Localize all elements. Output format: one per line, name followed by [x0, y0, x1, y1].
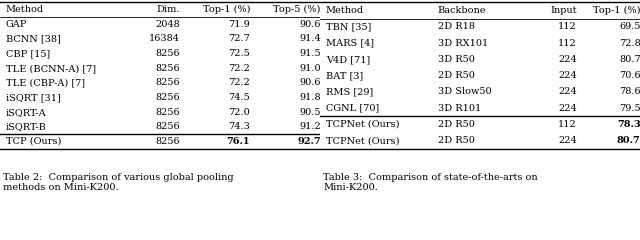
- Text: 8256: 8256: [156, 137, 180, 146]
- Text: Top-1 (%): Top-1 (%): [593, 6, 640, 15]
- Text: 72.2: 72.2: [228, 64, 250, 73]
- Text: TLE (CBP-A) [7]: TLE (CBP-A) [7]: [6, 78, 85, 87]
- Text: 8256: 8256: [156, 108, 180, 117]
- Text: iSQRT-B: iSQRT-B: [6, 122, 47, 131]
- Text: 3D RX101: 3D RX101: [438, 39, 488, 48]
- Text: 80.7: 80.7: [619, 55, 640, 64]
- Text: Backbone: Backbone: [438, 6, 486, 15]
- Text: Table 2:  Comparison of various global pooling
methods on Mini-K200.: Table 2: Comparison of various global po…: [3, 173, 234, 192]
- Text: TCPNet (Ours): TCPNet (Ours): [326, 136, 399, 145]
- Text: 224: 224: [558, 55, 577, 64]
- Text: iSQRT [31]: iSQRT [31]: [6, 93, 61, 102]
- Text: Dim.: Dim.: [156, 5, 180, 14]
- Text: 112: 112: [558, 39, 577, 48]
- Text: 90.6: 90.6: [299, 20, 321, 29]
- Text: 90.6: 90.6: [299, 78, 321, 87]
- Text: Table 3:  Comparison of state-of-the-arts on
Mini-K200.: Table 3: Comparison of state-of-the-arts…: [323, 173, 538, 192]
- Text: 3D Slow50: 3D Slow50: [438, 87, 492, 96]
- Text: BAT [3]: BAT [3]: [326, 71, 363, 80]
- Text: 72.7: 72.7: [228, 35, 250, 43]
- Text: 72.5: 72.5: [228, 49, 250, 58]
- Text: Input: Input: [550, 6, 577, 15]
- Text: TCPNet (Ours): TCPNet (Ours): [326, 120, 399, 129]
- Text: 74.3: 74.3: [228, 122, 250, 131]
- Text: 91.8: 91.8: [299, 93, 321, 102]
- Text: 91.5: 91.5: [299, 49, 321, 58]
- Text: RMS [29]: RMS [29]: [326, 87, 373, 96]
- Text: 2048: 2048: [155, 20, 180, 29]
- Text: 2D R50: 2D R50: [438, 71, 475, 80]
- Text: CGNL [70]: CGNL [70]: [326, 104, 379, 113]
- Text: 3D R50: 3D R50: [438, 55, 475, 64]
- Text: Top-5 (%): Top-5 (%): [273, 5, 321, 14]
- Text: 8256: 8256: [156, 93, 180, 102]
- Text: CBP [15]: CBP [15]: [6, 49, 50, 58]
- Text: 69.5: 69.5: [619, 22, 640, 31]
- Text: Method: Method: [326, 6, 364, 15]
- Text: Top-1 (%): Top-1 (%): [203, 5, 250, 14]
- Text: 78.3: 78.3: [617, 120, 640, 129]
- Text: 72.2: 72.2: [228, 78, 250, 87]
- Text: 76.1: 76.1: [227, 137, 250, 146]
- Text: V4D [71]: V4D [71]: [326, 55, 370, 64]
- Text: 16384: 16384: [149, 35, 180, 43]
- Text: 74.5: 74.5: [228, 93, 250, 102]
- Text: 3D R101: 3D R101: [438, 104, 481, 113]
- Text: 91.4: 91.4: [299, 35, 321, 43]
- Text: 79.5: 79.5: [619, 104, 640, 113]
- Text: MARS [4]: MARS [4]: [326, 39, 374, 48]
- Text: 8256: 8256: [156, 122, 180, 131]
- Text: 224: 224: [558, 104, 577, 113]
- Text: TLE (BCNN-A) [7]: TLE (BCNN-A) [7]: [6, 64, 96, 73]
- Text: 224: 224: [558, 136, 577, 145]
- Text: 92.7: 92.7: [297, 137, 321, 146]
- Text: TCP (Ours): TCP (Ours): [6, 137, 61, 146]
- Text: 224: 224: [558, 71, 577, 80]
- Text: 72.0: 72.0: [228, 108, 250, 117]
- Text: 224: 224: [558, 87, 577, 96]
- Text: 2D R50: 2D R50: [438, 120, 475, 129]
- Text: TBN [35]: TBN [35]: [326, 22, 371, 31]
- Text: 112: 112: [558, 22, 577, 31]
- Text: 71.9: 71.9: [228, 20, 250, 29]
- Text: 91.0: 91.0: [299, 64, 321, 73]
- Text: BCNN [38]: BCNN [38]: [6, 35, 61, 43]
- Text: 8256: 8256: [156, 64, 180, 73]
- Text: 80.7: 80.7: [617, 136, 640, 145]
- Text: 72.8: 72.8: [619, 39, 640, 48]
- Text: iSQRT-A: iSQRT-A: [6, 108, 46, 117]
- Text: 2D R18: 2D R18: [438, 22, 475, 31]
- Text: GAP: GAP: [6, 20, 27, 29]
- Text: 2D R50: 2D R50: [438, 136, 475, 145]
- Text: 8256: 8256: [156, 78, 180, 87]
- Text: Method: Method: [6, 5, 44, 14]
- Text: 8256: 8256: [156, 49, 180, 58]
- Text: 112: 112: [558, 120, 577, 129]
- Text: 91.2: 91.2: [299, 122, 321, 131]
- Text: 70.6: 70.6: [619, 71, 640, 80]
- Text: 78.6: 78.6: [619, 87, 640, 96]
- Text: 90.5: 90.5: [299, 108, 321, 117]
